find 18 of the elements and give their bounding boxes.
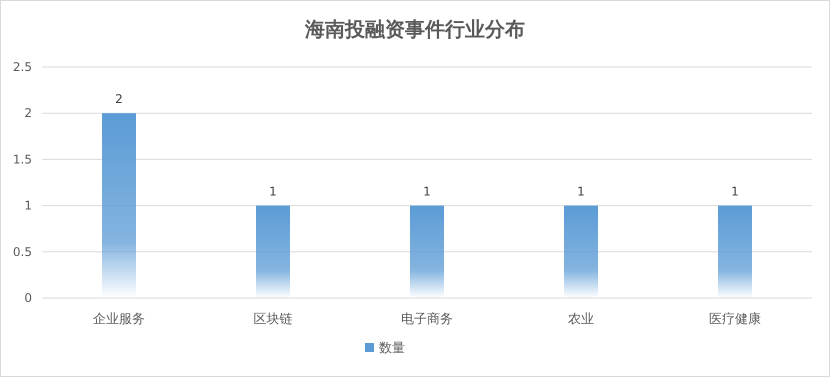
data-label: 1 [423, 184, 431, 199]
data-label: 1 [577, 184, 585, 199]
x-tick-label: 医疗健康 [709, 312, 761, 327]
data-label: 1 [731, 184, 739, 199]
x-tick-label: 企业服务 [93, 312, 145, 327]
data-label: 2 [115, 92, 123, 106]
y-tick-label: 2 [24, 106, 32, 120]
x-tick-label: 区块链 [254, 312, 292, 327]
data-label: 1 [269, 184, 277, 199]
x-tick-label: 电子商务 [401, 312, 453, 327]
chart-title: 海南投融资事件行业分布 [304, 17, 525, 41]
y-tick-label: 0.5 [12, 244, 32, 259]
y-tick-label: 2.5 [12, 60, 32, 74]
y-tick-label: 1.5 [12, 152, 32, 166]
legend-label: 数量 [379, 341, 405, 356]
x-tick-label: 农业 [568, 312, 594, 327]
y-tick-label: 1 [24, 198, 32, 213]
y-tick-label: 0 [24, 291, 32, 305]
